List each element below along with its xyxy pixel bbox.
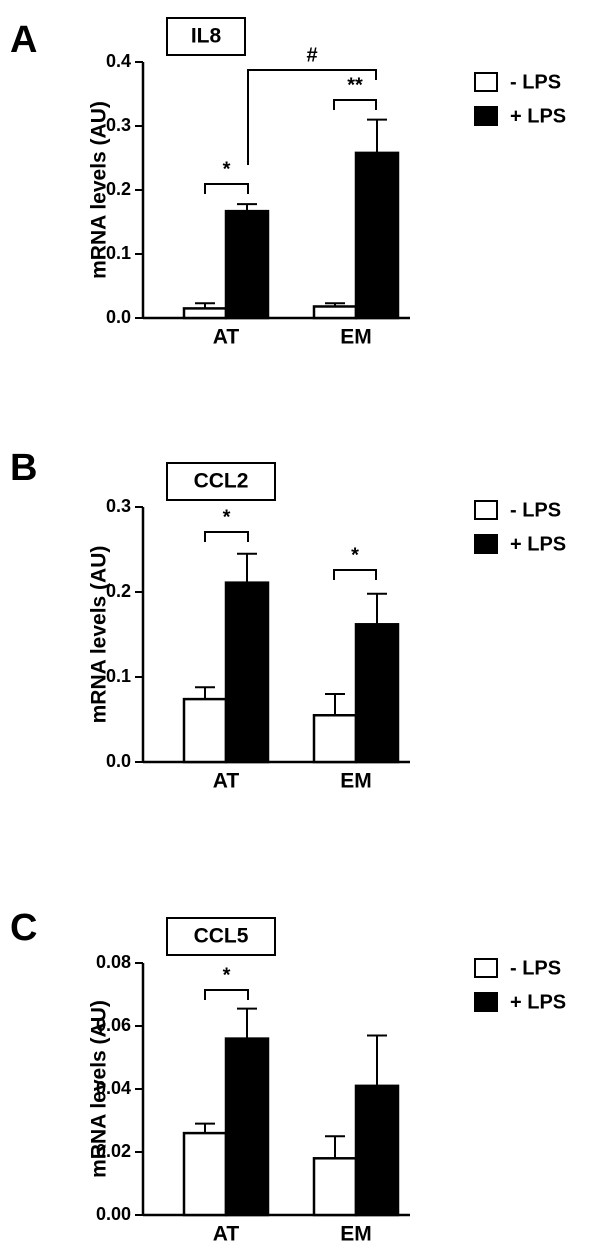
legend-label: - LPS <box>510 957 561 979</box>
legend-swatch <box>474 500 498 520</box>
panel-label: C <box>10 907 37 949</box>
y-tick-label: 0.00 <box>96 1204 131 1224</box>
bar <box>354 623 400 764</box>
legend-label: + LPS <box>510 991 566 1013</box>
bar <box>312 1157 358 1217</box>
y-tick-label: 0.3 <box>106 115 131 135</box>
x-tick-label: EM <box>340 326 372 349</box>
title-box <box>166 17 246 56</box>
y-tick-label: 0.2 <box>106 179 131 199</box>
annotation: * <box>223 506 231 528</box>
bar <box>182 697 228 764</box>
legend-label: + LPS <box>510 105 566 127</box>
bar <box>182 1131 228 1217</box>
y-tick-label: 0.02 <box>96 1141 131 1161</box>
legend-swatch <box>474 72 498 92</box>
y-tick-label: 0.0 <box>106 307 131 327</box>
x-tick-label: EM <box>340 770 372 793</box>
y-tick-label: 0.1 <box>106 666 131 686</box>
x-tick-label: AT <box>213 326 240 349</box>
legend-label: - LPS <box>510 499 561 521</box>
significance-bracket <box>204 183 249 194</box>
title-box <box>166 462 276 501</box>
x-tick-label: AT <box>213 770 240 793</box>
annotation: * <box>351 544 359 566</box>
chart-title: IL8 <box>191 25 222 48</box>
bar <box>312 305 358 320</box>
y-tick-label: 0.08 <box>96 952 131 972</box>
y-tick-label: 0.3 <box>106 496 131 516</box>
bar <box>224 209 270 320</box>
legend-label: - LPS <box>510 71 561 93</box>
annotation: * <box>223 158 231 180</box>
chart-title: CCL5 <box>194 925 249 948</box>
significance-bracket <box>204 989 249 1000</box>
x-tick-label: AT <box>213 1223 240 1246</box>
bar <box>354 1084 400 1217</box>
bar <box>182 307 228 320</box>
annotation: # <box>306 44 317 66</box>
significance-bracket <box>333 569 377 580</box>
y-tick-label: 0.04 <box>96 1078 131 1098</box>
annotation: * <box>223 964 231 986</box>
significance-bracket <box>204 531 249 542</box>
legend-swatch <box>474 106 498 126</box>
significance-bracket <box>247 69 377 165</box>
significance-bracket <box>333 99 377 110</box>
y-tick-label: 0.0 <box>106 751 131 771</box>
legend-swatch <box>474 534 498 554</box>
x-tick-label: EM <box>340 1223 372 1246</box>
y-axis-label: mRNA levels (AU) <box>88 101 111 279</box>
panel-label: A <box>10 19 37 61</box>
bar <box>224 581 270 764</box>
legend-swatch <box>474 958 498 978</box>
y-tick-label: 0.2 <box>106 581 131 601</box>
annotation: ** <box>347 74 363 96</box>
y-tick-label: 0.4 <box>106 51 131 71</box>
y-tick-label: 0.1 <box>106 243 131 263</box>
bar <box>224 1037 270 1217</box>
y-axis-label: mRNA levels (AU) <box>88 546 111 724</box>
legend-swatch <box>474 992 498 1012</box>
bar <box>312 714 358 764</box>
y-axis-label: mRNA levels (AU) <box>88 1000 111 1178</box>
bar <box>354 151 400 320</box>
chart-title: CCL2 <box>194 470 249 493</box>
y-tick-label: 0.06 <box>96 1015 131 1035</box>
legend-label: + LPS <box>510 533 566 555</box>
title-box <box>166 917 276 956</box>
panel-label: B <box>10 447 37 489</box>
